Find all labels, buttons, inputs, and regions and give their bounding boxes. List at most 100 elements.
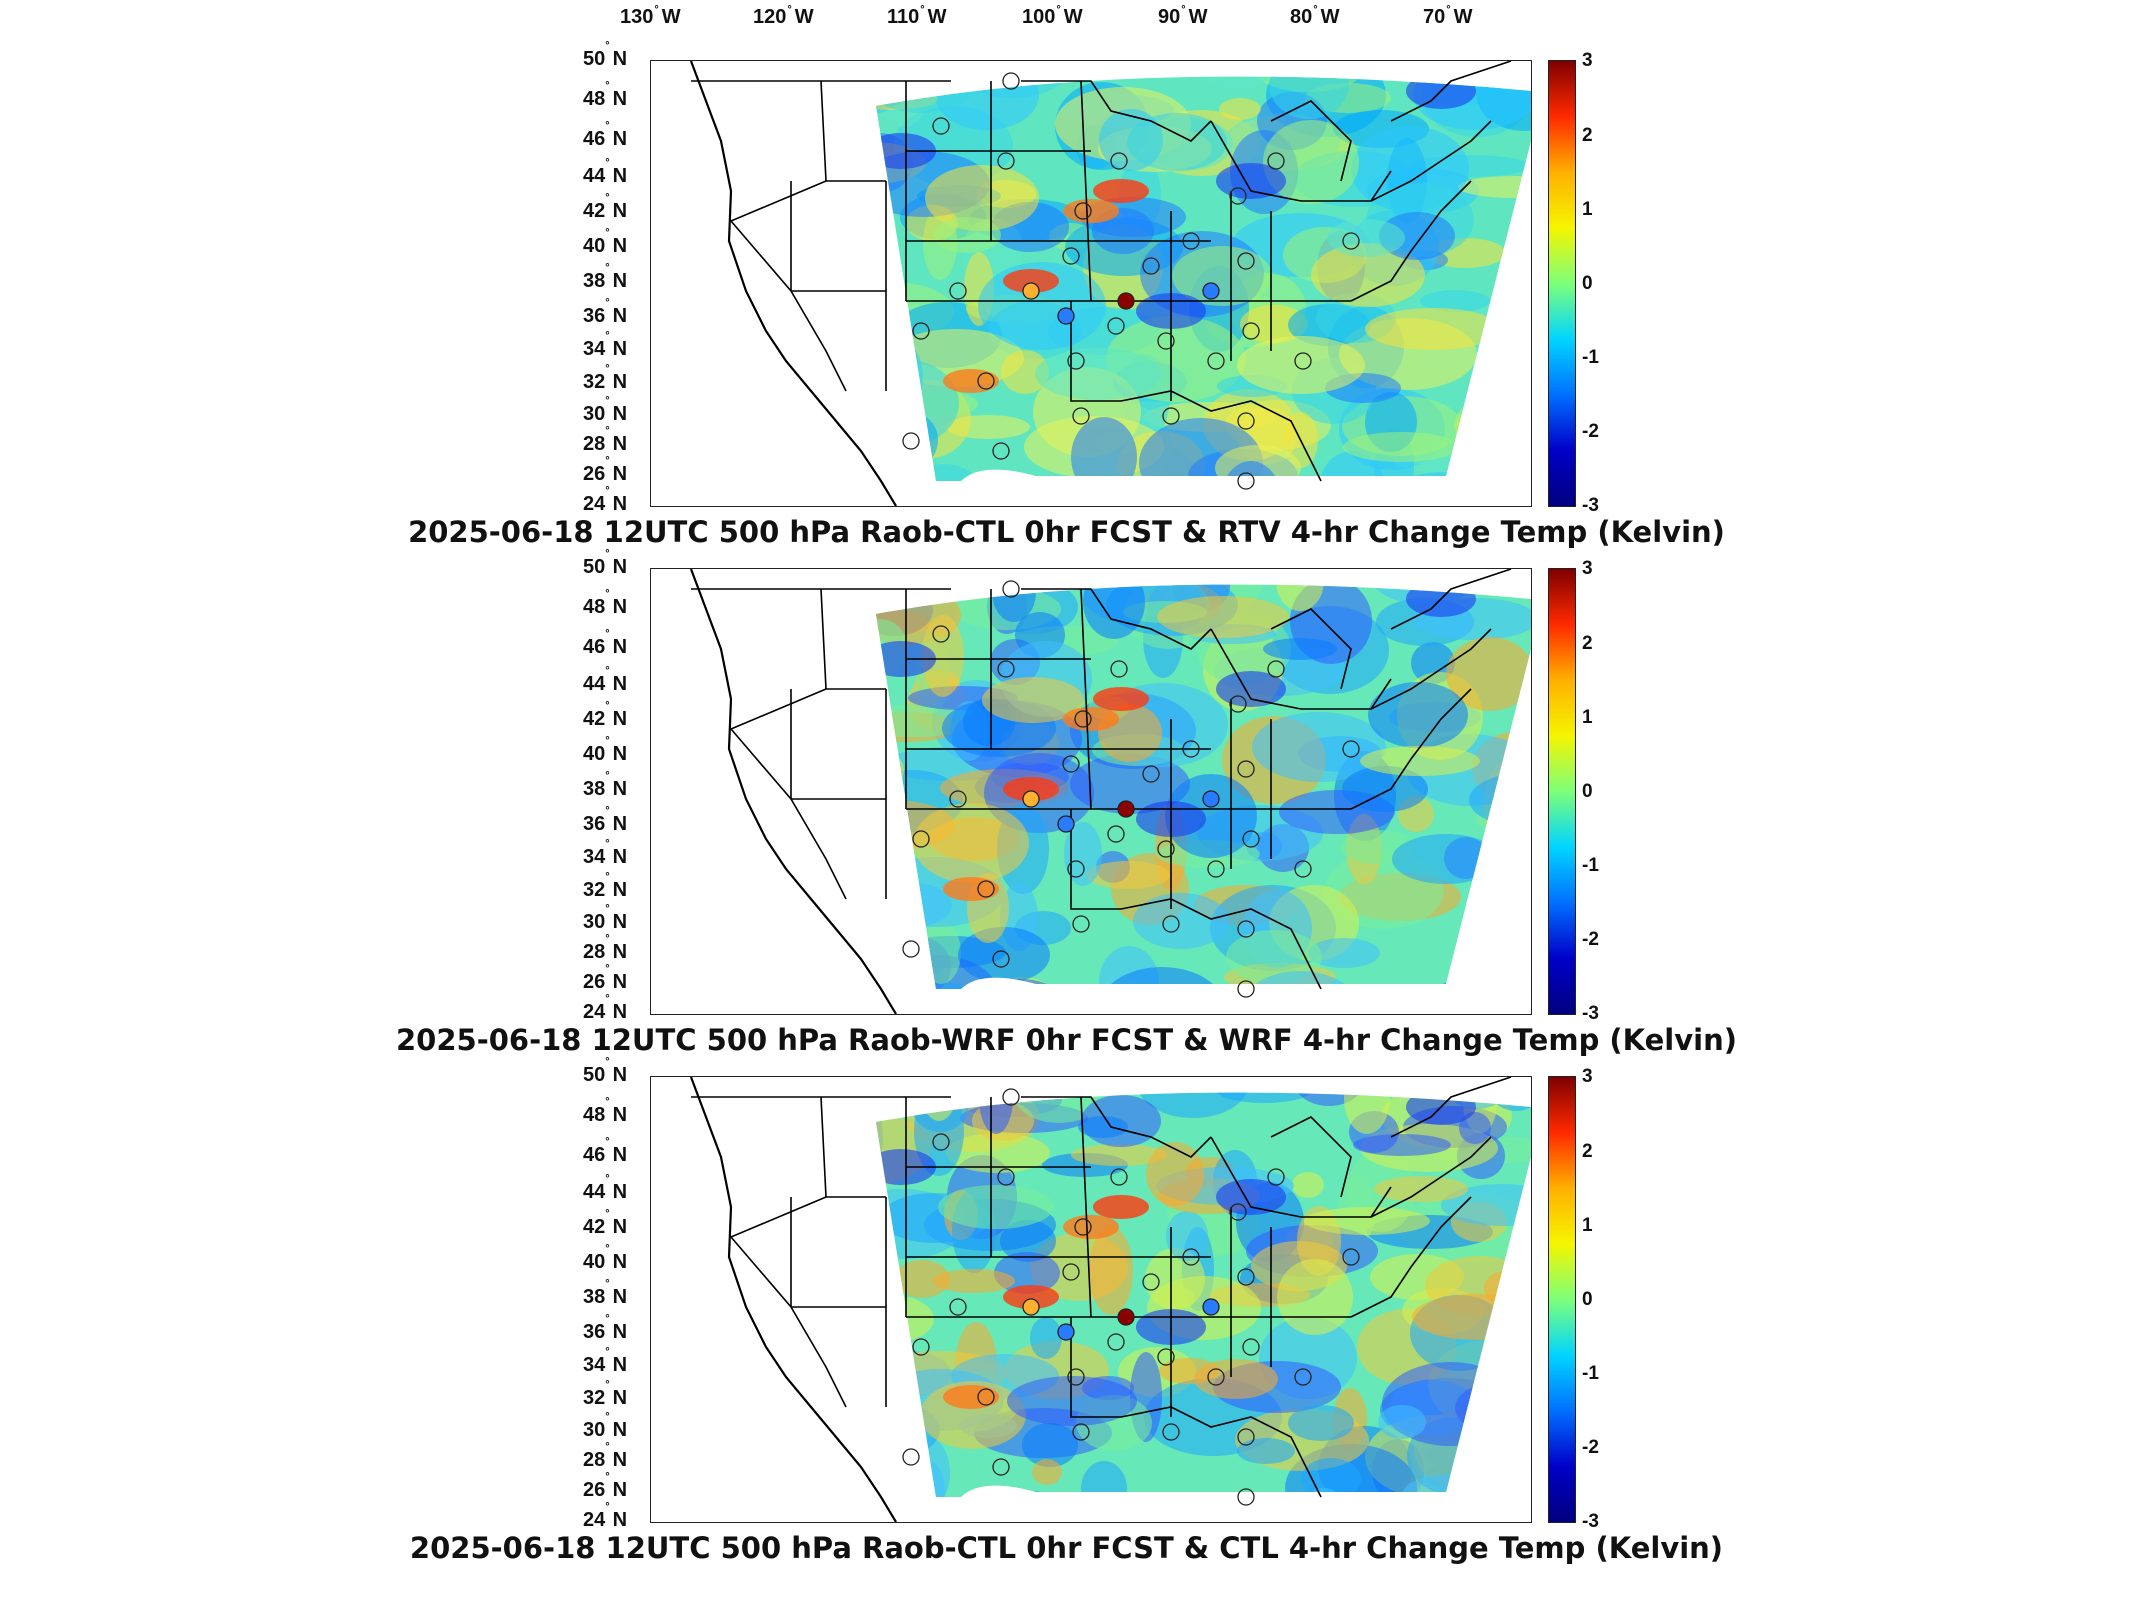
latitude-label: 38°N [583, 262, 628, 292]
raob-station-marker [977, 372, 995, 390]
colorbar-tick-label: -3 [1582, 1511, 1599, 1532]
latitude-label: 50°N [583, 548, 628, 578]
field-patch [1301, 1458, 1361, 1498]
field-patch [876, 1462, 901, 1498]
raob-station-marker [1342, 1248, 1360, 1266]
field-patch [1292, 1172, 1324, 1198]
raob-station-marker [1142, 257, 1160, 275]
field-patch [1403, 1474, 1503, 1498]
raob-station-marker [932, 1133, 950, 1151]
field-patch [902, 1436, 950, 1498]
raob-station-marker [1242, 830, 1260, 848]
state-boundary [1070, 301, 1121, 402]
colorbar-tick-label: 0 [1582, 273, 1593, 294]
field-patch [1172, 246, 1272, 306]
field-patch [1304, 1207, 1430, 1235]
field-patch [1344, 1092, 1390, 1134]
raob-station-marker [997, 152, 1015, 170]
field-patch [1007, 1376, 1137, 1426]
field-patch [1022, 1423, 1078, 1467]
field-patch [1139, 418, 1263, 482]
raob-station-marker [1022, 282, 1040, 300]
raob-station-marker [1117, 292, 1135, 310]
field-patch [1081, 1461, 1127, 1498]
colorbar-tick-label: 3 [1582, 558, 1593, 579]
field-patch [876, 360, 959, 446]
raob-station-marker [1110, 660, 1128, 678]
colorbar-tick-label: 2 [1582, 125, 1593, 146]
raob-station-marker [1072, 407, 1090, 425]
raob-station-marker [1117, 1308, 1135, 1326]
field-patch [1000, 1220, 1056, 1262]
latitude-label: 40°N [583, 227, 628, 257]
field-hotspot [1093, 179, 1149, 203]
latitude-label: 32°N [583, 363, 628, 393]
state-boundary [1350, 1196, 1472, 1318]
colorbar-tick-label: -1 [1582, 347, 1599, 368]
state-boundary [1021, 588, 1212, 650]
raob-station-marker [1202, 282, 1220, 300]
latitude-label: 28°N [583, 425, 628, 455]
coastline [689, 569, 897, 1014]
raob-station-marker [1242, 322, 1260, 340]
field-patch [1489, 976, 1531, 990]
raob-station-marker [1002, 72, 1020, 90]
latitude-label: 36°N [583, 805, 628, 835]
longitude-label: 110° W [887, 4, 947, 28]
field-patch [876, 981, 917, 990]
panel-title: 2025-06-18 12UTC 500 hPa Raob-CTL 0hr FC… [409, 1531, 1724, 1565]
field-patch [876, 741, 904, 801]
state-boundary [730, 728, 847, 900]
raob-station-marker [902, 940, 920, 958]
latitude-label: 46°N [583, 628, 628, 658]
raob-station-marker [1002, 580, 1020, 598]
latitude-label: 46°N [583, 1136, 628, 1166]
latitude-label: 32°N [583, 871, 628, 901]
raob-station-marker [977, 880, 995, 898]
state-boundary [820, 588, 886, 690]
raob-station-marker [992, 1458, 1010, 1476]
raob-station-marker [1110, 152, 1128, 170]
field-patch [946, 1133, 1050, 1173]
raob-station-marker [1342, 232, 1360, 250]
raob-station-marker [1057, 1323, 1075, 1341]
raob-station-marker [932, 117, 950, 135]
state-boundary [730, 1236, 847, 1408]
field-patch [1083, 584, 1145, 639]
raob-station-marker [949, 1298, 967, 1316]
raob-station-marker [1107, 317, 1125, 335]
raob-station-marker [1182, 232, 1200, 250]
field-patch [1030, 1317, 1062, 1359]
latitude-label: 42°N [583, 700, 628, 730]
field-patch [1071, 1144, 1167, 1166]
field-patch [1035, 348, 1161, 400]
raob-station-marker [992, 950, 1010, 968]
field-patch [1277, 1259, 1353, 1335]
state-boundary [1270, 100, 1352, 182]
raob-station-marker [1294, 352, 1312, 370]
latitude-label: 46°N [583, 120, 628, 150]
latitude-label: 50°N [583, 40, 628, 70]
field-patch [1378, 1405, 1426, 1439]
raob-station-marker [949, 790, 967, 808]
latitude-label: 28°N [583, 1441, 628, 1471]
field-patch [876, 759, 904, 787]
field-patch [1455, 398, 1531, 454]
colorbar-tick-label: 2 [1582, 1141, 1593, 1162]
field-patch [1165, 774, 1257, 858]
field-patch [1463, 926, 1519, 960]
temperature-field [876, 584, 1531, 990]
field-patch [993, 977, 1051, 990]
raob-station-marker [1162, 407, 1180, 425]
raob-station-marker [1294, 1368, 1312, 1386]
latitude-label: 42°N [583, 192, 628, 222]
raob-station-marker [1157, 332, 1175, 350]
field-patch [1240, 305, 1308, 343]
field-patch [1078, 1116, 1128, 1138]
raob-station-marker [1237, 1428, 1255, 1446]
latitude-label: 44°N [583, 157, 628, 187]
longitude-label: 80° W [1290, 4, 1340, 28]
raob-station-marker [1237, 1268, 1255, 1286]
map-panel-1 [650, 60, 1532, 507]
field-patch [876, 1295, 934, 1343]
